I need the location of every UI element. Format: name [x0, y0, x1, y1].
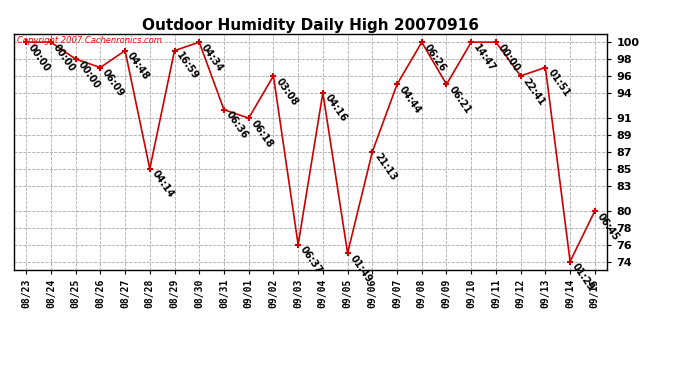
Text: 01:29: 01:29 — [570, 262, 596, 293]
Text: 00:00: 00:00 — [51, 42, 77, 74]
Text: 00:00: 00:00 — [26, 42, 52, 74]
Text: 06:09: 06:09 — [100, 68, 126, 99]
Text: 06:21: 06:21 — [446, 84, 473, 116]
Text: 04:48: 04:48 — [125, 51, 151, 82]
Text: 16:59: 16:59 — [175, 51, 201, 82]
Text: 06:26: 06:26 — [422, 42, 448, 74]
Text: 00:00: 00:00 — [76, 59, 101, 90]
Text: 04:44: 04:44 — [397, 84, 423, 116]
Title: Outdoor Humidity Daily High 20070916: Outdoor Humidity Daily High 20070916 — [142, 18, 479, 33]
Text: 01:51: 01:51 — [545, 68, 571, 99]
Text: 01:49: 01:49 — [348, 253, 373, 284]
Text: 14:47: 14:47 — [471, 42, 497, 74]
Text: 06:36: 06:36 — [224, 110, 250, 141]
Text: Copyright 2007 Cachenronics.com: Copyright 2007 Cachenronics.com — [17, 36, 161, 45]
Text: 04:34: 04:34 — [199, 42, 225, 74]
Text: 21:13: 21:13 — [373, 152, 398, 183]
Text: 06:45: 06:45 — [595, 211, 621, 242]
Text: 06:18: 06:18 — [248, 118, 275, 149]
Text: 22:41: 22:41 — [521, 76, 546, 107]
Text: 04:14: 04:14 — [150, 169, 176, 200]
Text: 00:00: 00:00 — [496, 42, 522, 74]
Text: 03:08: 03:08 — [273, 76, 299, 107]
Text: 04:16: 04:16 — [323, 93, 349, 124]
Text: 06:37: 06:37 — [298, 245, 324, 276]
